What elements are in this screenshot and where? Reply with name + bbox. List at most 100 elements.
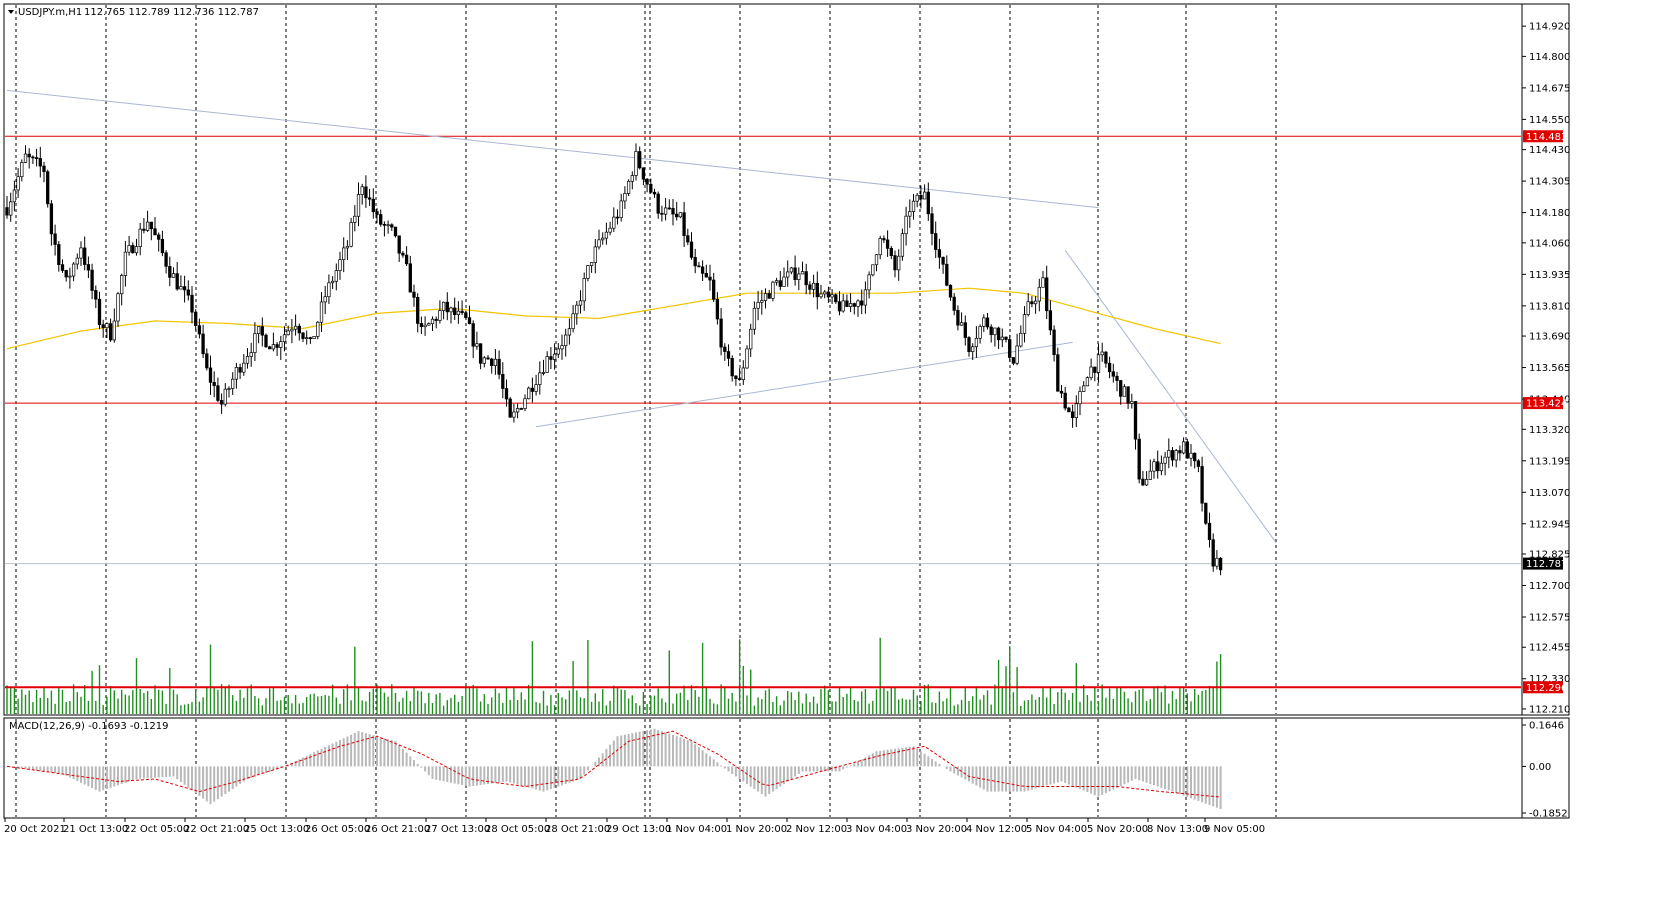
- macd-axis: 0.1646 0.00 -0.1852: [1522, 721, 1568, 820]
- time-tick-label: 26 Oct 05:00: [305, 824, 370, 835]
- candle-body: [649, 183, 653, 193]
- candle-body: [623, 193, 627, 202]
- candle-body: [593, 246, 597, 263]
- candle-body: [242, 362, 246, 373]
- candle-body: [971, 346, 975, 353]
- candle-body: [9, 201, 13, 216]
- candle-body: [1148, 470, 1152, 480]
- candle-body: [737, 378, 742, 381]
- candle-body: [1218, 557, 1223, 571]
- horizontal-levels[interactable]: [5, 135, 1521, 689]
- price-tick-label: 112.210: [1529, 704, 1570, 715]
- candle-body: [1141, 478, 1145, 486]
- candle-body: [856, 300, 860, 307]
- candle-body: [293, 325, 298, 330]
- candle-body: [904, 215, 908, 235]
- time-tick-label: 28 Oct 21:00: [545, 824, 610, 835]
- candle-body: [371, 198, 375, 212]
- candle-body: [663, 207, 668, 215]
- candle-body: [867, 274, 871, 291]
- candle-body: [71, 263, 76, 277]
- macd-tick-label: 0.00: [1529, 762, 1551, 773]
- candle-body: [893, 255, 897, 271]
- candle-body: [952, 296, 956, 311]
- candle-body: [771, 281, 775, 299]
- price-tick-label: 113.565: [1529, 363, 1570, 374]
- candle-body: [212, 382, 216, 387]
- candle-body: [752, 307, 757, 330]
- candle-body: [1200, 466, 1204, 504]
- candle-body: [305, 337, 309, 339]
- candle-body: [667, 207, 671, 210]
- candle-body: [996, 327, 1001, 341]
- candle-body: [490, 358, 494, 366]
- candle-body: [741, 367, 745, 381]
- candle-body: [800, 271, 805, 275]
- candle-body: [793, 267, 797, 280]
- candle-body: [16, 176, 20, 191]
- candle-body: [678, 212, 683, 218]
- candle-body: [1119, 380, 1123, 397]
- candle-body: [811, 282, 816, 290]
- time-tick-label: 9 Nov 05:00: [1204, 824, 1265, 835]
- candle-body: [27, 153, 31, 158]
- candle-body: [423, 324, 427, 328]
- trendlines[interactable]: [6, 89, 1277, 543]
- candle-body: [449, 307, 453, 313]
- candle-body: [138, 228, 142, 247]
- candle-body: [530, 387, 535, 392]
- candle-body: [885, 239, 890, 249]
- candle-body: [23, 153, 28, 163]
- candle-body: [1052, 329, 1056, 356]
- candle-body: [734, 375, 738, 380]
- candle-body: [993, 327, 997, 336]
- candle-body: [1193, 452, 1197, 462]
- candle-body: [297, 325, 301, 334]
- candle-body: [397, 235, 401, 254]
- candle-body: [1000, 336, 1004, 341]
- candle-body: [1059, 390, 1064, 394]
- time-tick-label: 8 Nov 13:00: [1147, 824, 1208, 835]
- candle-body: [645, 178, 649, 185]
- candle-body: [693, 257, 697, 267]
- candle-body: [401, 252, 405, 256]
- candle-body: [1096, 354, 1101, 373]
- moving-average: [6, 287, 1221, 350]
- price-tick-label: 114.180: [1529, 208, 1570, 219]
- candle-body: [608, 227, 612, 233]
- candle-body: [1070, 411, 1075, 418]
- candle-body: [967, 337, 971, 353]
- candle-body: [441, 301, 446, 311]
- candle-body: [712, 279, 716, 300]
- price-tick-label: 112.455: [1529, 643, 1570, 654]
- macd-signal-line: [6, 730, 1221, 798]
- candle-body: [826, 291, 831, 298]
- candle-body: [186, 289, 190, 296]
- candle-body: [31, 156, 35, 159]
- symbol-dropdown-icon[interactable]: [8, 10, 14, 14]
- ohlc-readout: 112.765 112.789 112.736 112.787: [84, 7, 259, 18]
- candle-body: [205, 353, 209, 369]
- candle-body: [75, 257, 79, 265]
- candle-body: [171, 273, 176, 278]
- candle-body: [934, 233, 938, 250]
- time-tick-label: 4 Nov 12:00: [966, 824, 1027, 835]
- candle-body: [723, 346, 727, 352]
- candle-body: [756, 301, 760, 309]
- candle-body: [1030, 301, 1034, 305]
- candle-body: [556, 348, 560, 355]
- candle-body: [512, 411, 516, 418]
- candle-body: [1041, 277, 1045, 288]
- time-tick-label: 1 Nov 04:00: [666, 824, 727, 835]
- price-tick-label: 114.920: [1529, 22, 1570, 33]
- candle-body: [271, 344, 276, 350]
- level-tag: [1523, 397, 1563, 410]
- candle-body: [515, 408, 520, 413]
- candle-body: [434, 318, 438, 321]
- candle-body: [1163, 456, 1167, 464]
- candle-body: [726, 351, 731, 359]
- current-price-tag: [1523, 557, 1563, 570]
